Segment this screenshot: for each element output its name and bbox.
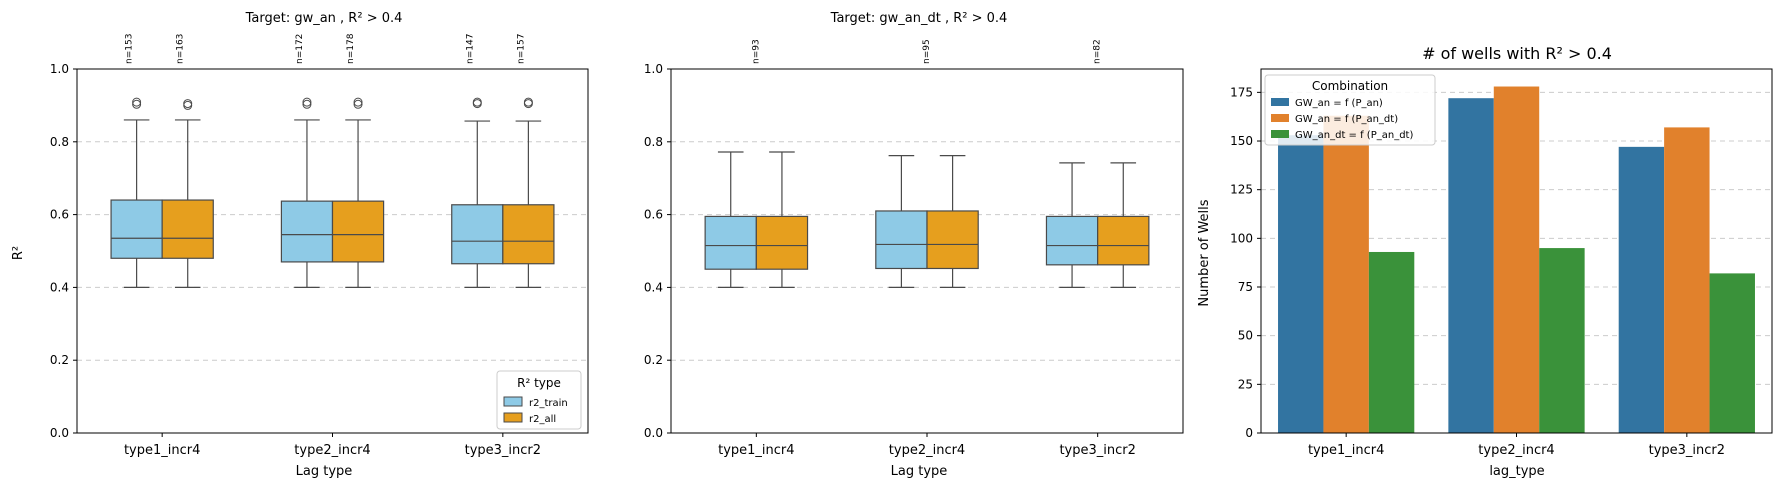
legend-box [1264, 74, 1436, 146]
box-r2-train [1045, 215, 1099, 266]
legend-title: Combination [1312, 79, 1388, 93]
n-count-label: n=147 [465, 34, 475, 64]
n-count-label: n=93 [751, 39, 761, 64]
x-tick-label: type3_incr2 [1059, 443, 1135, 458]
bar-panel-well-counts: # of wells with R² > 0.4 lag_type Number… [1197, 44, 1773, 479]
legend-swatch [503, 412, 523, 423]
bar [1448, 98, 1494, 433]
outlier-point [302, 97, 312, 107]
y-tick-label: 0 [1245, 426, 1253, 440]
box-r2-all [755, 215, 809, 270]
y-tick-label: 0.4 [50, 280, 69, 294]
legend-swatch [1271, 114, 1289, 122]
n-count-label: n=172 [295, 34, 305, 64]
outlier-point [183, 99, 193, 109]
bar [1493, 86, 1540, 434]
box-r2-train [704, 215, 757, 270]
y-tick-label: 0.8 [644, 135, 663, 149]
y-tick-label: 1.0 [50, 62, 69, 76]
box-r2-train [451, 204, 504, 265]
box-r2-train [110, 199, 163, 259]
y-tick-label: 25 [1238, 377, 1253, 391]
legend-label: GW_an = f (P_an) [1295, 98, 1383, 109]
y-axis-label: R² [11, 246, 26, 260]
y-tick-label: 0.6 [50, 208, 69, 222]
x-tick-label: type2_incr4 [294, 443, 370, 458]
bar [1539, 248, 1585, 433]
x-tick-label: type2_incr4 [889, 443, 965, 458]
y-tick-label: 0.8 [50, 135, 69, 149]
y-tick-label: 0.4 [644, 280, 663, 294]
box-r2-train [875, 210, 928, 270]
outlier-point [302, 99, 312, 109]
legend-label: GW_an = f (P_an_dt) [1295, 114, 1398, 125]
x-tick-label: type3_incr2 [1649, 443, 1725, 458]
x-tick-label: type2_incr4 [1478, 443, 1554, 458]
legend-title: R² type [517, 376, 561, 390]
legend-swatch [1271, 130, 1289, 138]
outlier-point [132, 97, 142, 107]
legend-label: r2_all [529, 414, 556, 425]
x-axis-label: lag_type [1489, 464, 1544, 479]
plot-frame [1260, 68, 1773, 434]
box-r2-all [331, 200, 385, 263]
bar [1278, 135, 1324, 433]
y-tick-label: 150 [1230, 134, 1253, 148]
y-tick-label: 50 [1238, 329, 1253, 343]
y-tick-label: 125 [1230, 183, 1253, 197]
legend-swatch [503, 396, 523, 407]
n-count-label: n=95 [922, 39, 932, 64]
legend-label: GW_an_dt = f (P_an_dt) [1295, 130, 1413, 141]
n-count-label: n=163 [176, 34, 186, 64]
y-tick-label: 75 [1238, 280, 1253, 294]
y-tick-label: 175 [1230, 85, 1253, 99]
y-axis-label: Number of Wells [1197, 199, 1212, 306]
y-tick-label: 0.0 [50, 426, 69, 440]
x-tick-label: type1_incr4 [1308, 443, 1384, 458]
outlier-point [353, 99, 363, 109]
y-tick-label: 0.0 [644, 426, 663, 440]
box-r2-all [161, 199, 214, 259]
y-tick-label: 0.2 [50, 353, 69, 367]
box-r2-all [502, 204, 555, 265]
n-count-label: n=157 [516, 34, 526, 64]
y-tick-label: 100 [1230, 231, 1253, 245]
outlier-point [132, 99, 142, 109]
outlier-point [472, 97, 482, 107]
bar [1664, 127, 1710, 433]
boxplot-panel-gw-an-dt: Target: gw_an_dt , R² > 0.4 Lag type 0.0… [644, 11, 1184, 479]
legend-label: r2_train [529, 398, 568, 409]
x-tick-label: type1_incr4 [124, 443, 200, 458]
x-tick-label: type1_incr4 [718, 443, 794, 458]
panel-title: Target: gw_an_dt , R² > 0.4 [830, 11, 1008, 26]
box-r2-all [1097, 215, 1150, 266]
bar [1618, 146, 1665, 433]
legend-swatch [1271, 98, 1289, 106]
x-tick-label: type3_incr2 [465, 443, 541, 458]
n-count-label: n=178 [346, 33, 356, 64]
outlier-point [353, 97, 363, 107]
plot-frame [76, 68, 589, 434]
box-r2-train [280, 200, 334, 263]
bar [1368, 251, 1415, 433]
y-tick-label: 0.6 [644, 208, 663, 222]
panel-title: # of wells with R² > 0.4 [1422, 44, 1612, 63]
bar [1709, 273, 1755, 433]
panel-title: Target: gw_an , R² > 0.4 [245, 11, 403, 26]
outlier-point [523, 97, 533, 107]
boxplot-panel-gw-an: Target: gw_an , R² > 0.4 Lag type R² 0.0… [11, 11, 589, 479]
plot-frame [670, 68, 1184, 434]
bar [1323, 115, 1369, 433]
y-tick-label: 0.2 [644, 353, 663, 367]
x-axis-label: Lag type [891, 464, 948, 479]
y-tick-label: 1.0 [644, 62, 663, 76]
n-count-label: n=153 [125, 34, 135, 64]
x-axis-label: Lag type [296, 464, 353, 479]
n-count-label: n=82 [1093, 39, 1103, 64]
box-r2-all [926, 210, 979, 270]
